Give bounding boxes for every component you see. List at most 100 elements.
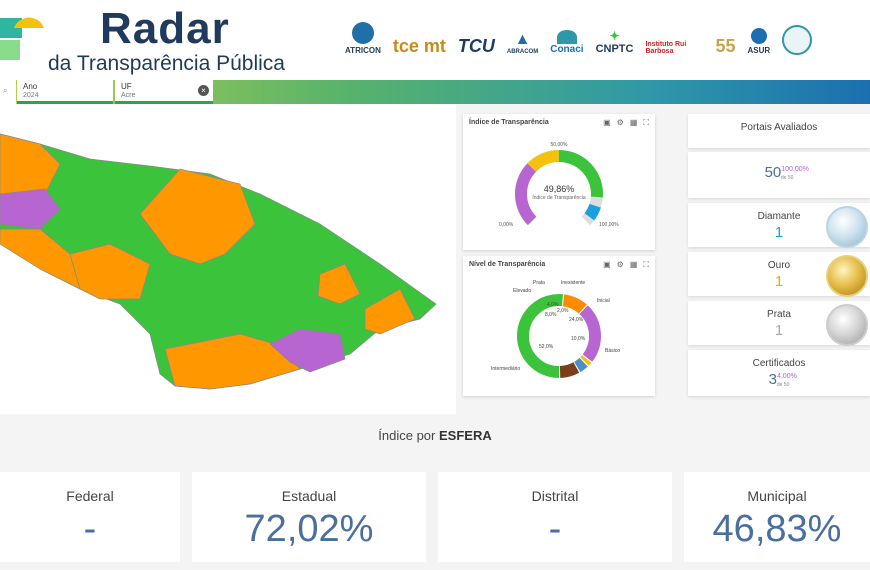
nivel-pct-prata: 4,0% xyxy=(547,302,559,308)
esfera-card-municipal[interactable]: Municipal 46,83% xyxy=(684,472,870,562)
filter-uf-label: UF xyxy=(121,82,132,91)
brand-mark-icon xyxy=(0,17,44,60)
logo-conaci[interactable]: Conaci xyxy=(550,30,584,55)
gauge-fill xyxy=(558,150,603,198)
expand-icon[interactable]: ⛶ xyxy=(643,118,649,127)
nivel-label-elevado: Elevado xyxy=(513,288,532,294)
esfera-value: - xyxy=(548,508,562,550)
logo-atricon[interactable]: ATRICON xyxy=(345,22,381,55)
nivel-slice[interactable] xyxy=(562,294,587,314)
nivel-label-prata: Prata xyxy=(533,280,545,286)
logo-globe[interactable] xyxy=(782,25,813,55)
filter-ano-value: 2024 xyxy=(23,92,39,99)
card-prata[interactable]: Prata 1 xyxy=(688,301,870,346)
esfera-highlight: ESFERA xyxy=(438,428,492,443)
app-subtitle: da Transparência Pública xyxy=(48,52,285,75)
state-map[interactable] xyxy=(0,104,456,414)
card-certificados[interactable]: Certificados 34,00% de 50 xyxy=(688,350,870,396)
nivel-pct-basico: 10,0% xyxy=(571,336,586,342)
filter-ano-label: Ano xyxy=(23,82,38,91)
nivel-slice[interactable] xyxy=(574,357,588,373)
nivel-slice[interactable] xyxy=(579,305,601,362)
filter-icon: ⌕ xyxy=(3,86,8,95)
nivel-slice[interactable] xyxy=(580,355,592,366)
card-portais-pct: 100,00% xyxy=(781,166,809,173)
prata-medal-icon xyxy=(826,304,868,346)
expand-icon[interactable]: ⛶ xyxy=(643,260,649,269)
clear-icon[interactable]: × xyxy=(198,85,209,96)
nivel-panel: Nível de Transparência ▣ ⚙ ▦ ⛶ Intermediári… xyxy=(463,256,655,396)
header: Radar da Transparência Pública ATRICON t… xyxy=(0,0,870,80)
gear-icon[interactable]: ⚙ xyxy=(616,260,624,269)
logo-tce-mt[interactable]: tce mt xyxy=(392,36,446,56)
nivel-slice[interactable] xyxy=(517,294,564,378)
gauge-segment xyxy=(515,163,537,226)
esfera-label: Estadual xyxy=(281,488,337,504)
map-region xyxy=(139,168,256,265)
nivel-label-basico: Básico xyxy=(605,348,621,354)
indice-panel: Índice de Transparência ▣ ⚙ ▦ ⛶ 50,00% 49,8… xyxy=(463,114,655,250)
image-icon[interactable]: ▣ xyxy=(603,260,611,269)
esfera-label: Federal xyxy=(66,488,114,504)
map-region xyxy=(364,288,416,335)
card-certificados-title: Certificados xyxy=(752,358,806,369)
nivel-label-intermediario: Intermediário xyxy=(491,366,521,372)
filter-ano[interactable]: Ano 2024 xyxy=(17,80,113,104)
nivel-pct-intermediario: 52,0% xyxy=(539,344,554,350)
panel-tools: ▣ ⚙ ▦ ⛶ xyxy=(603,118,649,128)
table-icon[interactable]: ▦ xyxy=(629,118,638,127)
esfera-section-title: Índice por ESFERA xyxy=(0,428,870,443)
logo-anos[interactable]: 55 xyxy=(715,36,736,56)
logo-tcu[interactable]: TCU xyxy=(457,36,495,56)
card-prata-title: Prata xyxy=(767,309,791,320)
map-region xyxy=(164,333,301,390)
esfera-label: Distrital xyxy=(531,488,579,504)
image-icon[interactable]: ▣ xyxy=(603,118,611,127)
filter-uf[interactable]: UF Acre × xyxy=(115,80,213,104)
indice-gauge xyxy=(515,150,603,226)
card-diamante-value: 1 xyxy=(774,224,784,241)
card-portais-title: Portais Avaliados xyxy=(740,122,818,133)
nivel-pct-inicial: 24,0% xyxy=(569,317,584,323)
map-region xyxy=(0,188,61,230)
card-prata-value: 1 xyxy=(774,322,784,339)
nivel-slice[interactable] xyxy=(559,362,580,378)
esfera-label: Municipal xyxy=(747,488,807,504)
esfera-card-distrital[interactable]: Distrital - xyxy=(438,472,672,562)
nivel-pct-elevado: 8,0% xyxy=(545,312,557,318)
table-icon[interactable]: ▦ xyxy=(629,260,638,269)
map-region xyxy=(269,328,346,373)
filter-uf-value: Acre xyxy=(121,92,136,99)
card-ouro-value: 1 xyxy=(774,273,784,290)
panel-tools: ▣ ⚙ ▦ ⛶ xyxy=(603,260,649,270)
logo-asur[interactable]: ASUR xyxy=(747,28,770,55)
logo-cnptc[interactable]: ✦ CNPTC xyxy=(595,29,634,55)
card-diamante-title: Diamante xyxy=(757,211,801,222)
filter-toggle[interactable]: ⌕ xyxy=(0,80,16,104)
card-portais-of: de 50 xyxy=(780,175,794,181)
gauge-min-label: 0,00% xyxy=(499,222,514,228)
gear-icon[interactable]: ⚙ xyxy=(616,118,624,127)
card-portais-number: 50 xyxy=(764,164,782,181)
nivel-label-inicial: Inicial xyxy=(597,298,610,304)
card-portais-avaliados[interactable]: Portais Avaliados xyxy=(688,114,870,148)
esfera-prefix: Índice por xyxy=(378,428,436,443)
esfera-value: 72,02% xyxy=(244,508,374,550)
nivel-label-inexistente: Inexistente xyxy=(561,280,586,286)
logo-instituto-rui-barbosa[interactable]: Instituto Rui Barbosa xyxy=(645,41,687,55)
esfera-card-estadual[interactable]: Estadual 72,02% xyxy=(192,472,426,562)
card-ouro-title: Ouro xyxy=(767,260,791,271)
esfera-card-federal[interactable]: Federal - xyxy=(0,472,180,562)
gauge-mid-label: 50,00% xyxy=(550,142,568,148)
card-diamante[interactable]: Diamante 1 xyxy=(688,203,870,248)
gauge-max-label: 100,00% xyxy=(599,222,619,228)
logo-abracom[interactable]: ▲ ABRACOM xyxy=(506,31,539,55)
card-certificados-pct: 4,00% xyxy=(776,373,797,380)
map-region xyxy=(317,263,361,305)
card-portais-value[interactable]: 50100,00% de 50 xyxy=(688,152,870,198)
partner-logos: ATRICON tce mt TCU ▲ ABRACOM Conaci ✦ CNPT… xyxy=(345,22,813,56)
nivel-title: Nível de Transparência xyxy=(469,261,546,268)
app-title: Radar xyxy=(100,4,230,53)
card-ouro[interactable]: Ouro 1 xyxy=(688,252,870,297)
gauge-segment xyxy=(527,150,560,172)
